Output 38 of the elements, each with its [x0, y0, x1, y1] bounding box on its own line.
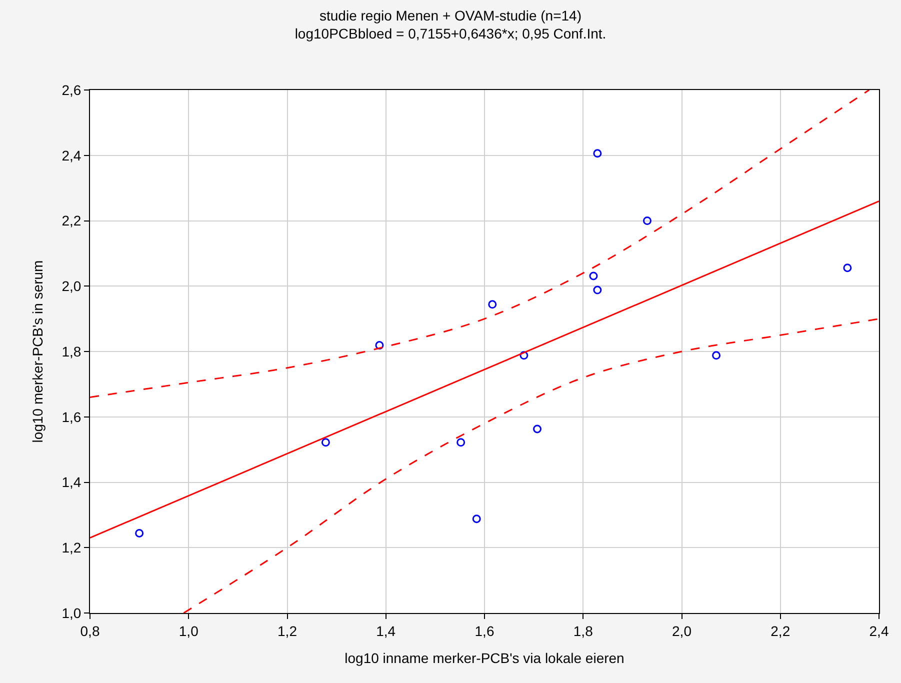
x-tick-label: 1,0 — [178, 622, 199, 639]
point — [375, 341, 384, 350]
line-series — [182, 318, 879, 613]
point — [533, 424, 542, 434]
chart-subtitle: log10PCBbloed = 0,7155+0,6436*x; 0,95 Conf.Int. — [294, 26, 606, 42]
x-tick-label: 1,6 — [474, 622, 494, 639]
point — [488, 300, 497, 309]
x-tick-label: 1,8 — [573, 622, 594, 639]
point — [642, 216, 652, 225]
point — [712, 351, 721, 360]
point — [321, 438, 330, 447]
y-tick-label: 2,4 — [62, 147, 82, 164]
y-tick-label: 1,2 — [62, 540, 82, 556]
x-tick-label: 1,4 — [376, 622, 396, 639]
y-axis-title: log10 merker-PCB's in serum — [29, 260, 46, 443]
y-tick-label: 1,6 — [62, 408, 82, 425]
x-tick-label: 2,4 — [869, 622, 889, 639]
y-tick-label: 2,6 — [62, 82, 82, 98]
point — [456, 438, 466, 447]
y-tick-label: 1,0 — [62, 604, 82, 621]
y-tick-label: 1,4 — [62, 474, 82, 490]
point — [135, 528, 144, 538]
y-tick-label: 1,8 — [62, 343, 82, 360]
point — [593, 149, 602, 158]
x-axis-title: log10 inname merker-PCB's via lokale eieren — [344, 650, 624, 666]
x-tick-label: 2,0 — [672, 622, 692, 639]
y-tick-label: 2,0 — [62, 278, 82, 294]
x-tick-label: 0,8 — [80, 622, 100, 639]
point — [593, 286, 602, 294]
chart-title: studie regio Menen + OVAM-studie (n=14) — [320, 7, 582, 24]
x-tick-label: 1,2 — [278, 622, 298, 639]
point — [472, 514, 481, 524]
line-series — [90, 90, 870, 398]
point — [843, 264, 852, 272]
point — [589, 272, 598, 280]
point — [520, 351, 528, 360]
x-tick-label: 2,2 — [770, 622, 790, 639]
y-tick-label: 2,2 — [62, 212, 82, 229]
